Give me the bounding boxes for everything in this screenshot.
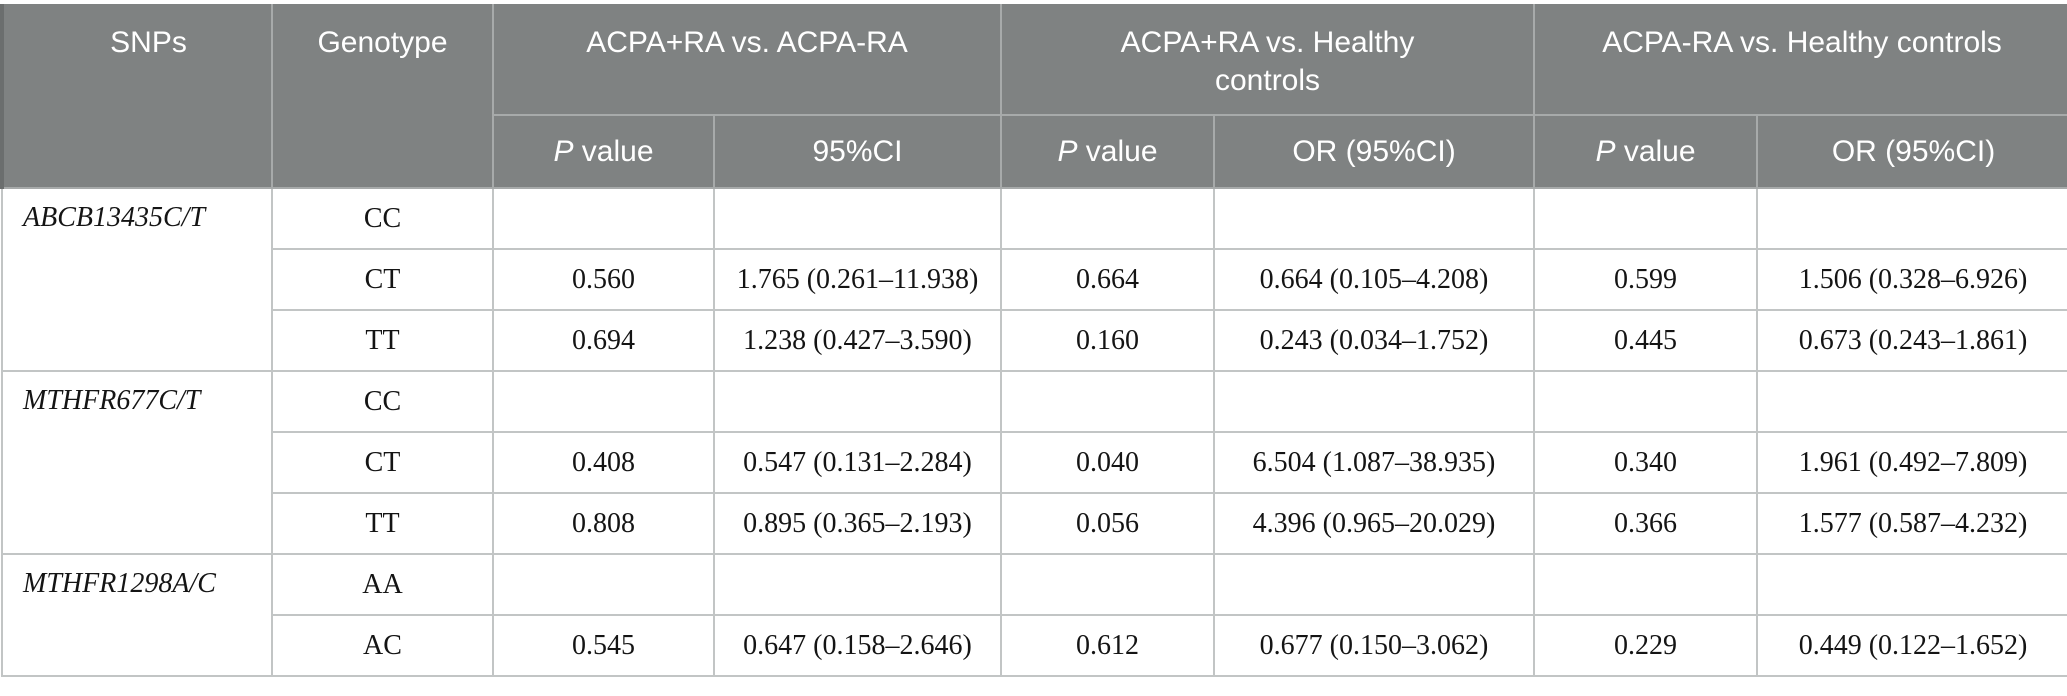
p-italic: P: [1595, 134, 1616, 168]
p-value-cell: 0.664: [1000, 248, 1215, 311]
subheader-p-value-3: P value: [1533, 114, 1759, 189]
p-value-cell: [1000, 553, 1215, 616]
table-body: ABCB13435C/T CC CT 0.560 1.765 (0.261–11…: [1, 187, 2067, 677]
table-row: CT 0.560 1.765 (0.261–11.938) 0.664 0.66…: [2, 248, 2067, 311]
ci-cell: 0.547 (0.131–2.284): [713, 431, 1002, 494]
genotype-cell: CT: [271, 431, 494, 494]
or-ci-cell: [1756, 553, 2067, 616]
table-row: TT 0.694 1.238 (0.427–3.590) 0.160 0.243…: [2, 309, 2067, 372]
p-value-cell: [1000, 187, 1215, 250]
p-value-cell: [492, 553, 715, 616]
snp-association-results-table: SNPs Genotype ACPA+RA vs. ACPA-RA ACPA+R…: [0, 4, 2067, 677]
genotype-cell: TT: [271, 492, 494, 555]
snp-cell: MTHFR1298A/C: [1, 553, 273, 677]
p-value-cell: 0.040: [1000, 431, 1215, 494]
p-value-cell: 0.545: [492, 614, 715, 677]
or-ci-cell: [1756, 370, 2067, 433]
or-ci-cell: 6.504 (1.087–38.935): [1212, 431, 1536, 494]
group-label-line1: ACPA+RA vs. Healthy: [1120, 26, 1415, 59]
snp-cell: MTHFR677C/T: [1, 370, 273, 555]
p-value-cell: [492, 187, 715, 250]
or-ci-cell: 1.506 (0.328–6.926): [1756, 248, 2067, 311]
table-row: ABCB13435C/T CC: [1, 187, 2067, 372]
ci-cell: 1.238 (0.427–3.590): [713, 309, 1002, 372]
col-header-snps: SNPs: [0, 4, 273, 189]
p-value-cell: [1000, 370, 1215, 433]
table-row: MTHFR677C/T CC: [1, 370, 2067, 555]
genotype-cell: AC: [271, 614, 494, 677]
p-value-cell: [1533, 370, 1759, 433]
or-ci-cell: 0.673 (0.243–1.861): [1756, 309, 2067, 372]
or-ci-cell: 0.664 (0.105–4.208): [1212, 248, 1536, 311]
p-value-cell: 0.160: [1000, 309, 1215, 372]
p-italic: P: [1057, 134, 1078, 168]
p-value-cell: [1533, 553, 1759, 616]
subheader-or-95ci-2: OR (95%CI): [1756, 114, 2067, 189]
group-header-row: SNPs Genotype ACPA+RA vs. ACPA-RA ACPA+R…: [0, 4, 2067, 189]
or-ci-cell: 0.677 (0.150–3.062): [1212, 614, 1536, 677]
genotype-cell: AA: [271, 553, 494, 616]
subheader-p-value-1: P value: [492, 114, 715, 189]
subheader-p-value-2: P value: [1000, 114, 1215, 189]
or-ci-cell: [1212, 370, 1536, 433]
p-value-cell: 0.408: [492, 431, 715, 494]
snp-cell: ABCB13435C/T: [1, 187, 273, 372]
genotype-cell: CC: [271, 187, 494, 250]
subheader-row: P value 95%CI P value OR (95%CI) P value…: [2, 114, 2067, 189]
ci-cell: [713, 370, 1002, 433]
p-value-cell: [1533, 187, 1759, 250]
p-value-cell: 0.340: [1533, 431, 1759, 494]
subheader-95ci: 95%CI: [713, 114, 1002, 189]
ci-cell: [713, 553, 1002, 616]
subheader-or-95ci-1: OR (95%CI): [1212, 114, 1536, 189]
p-value-cell: 0.599: [1533, 248, 1759, 311]
table-row: AC 0.545 0.647 (0.158–2.646) 0.612 0.677…: [2, 614, 2067, 677]
p-value-cell: 0.560: [492, 248, 715, 311]
or-ci-cell: 1.961 (0.492–7.809): [1756, 431, 2067, 494]
or-ci-cell: 0.449 (0.122–1.652): [1756, 614, 2067, 677]
or-ci-cell: [1756, 187, 2067, 250]
group-header-acpa-pos-vs-healthy: ACPA+RA vs. Healthy controls: [999, 4, 1536, 116]
p-value-cell: 0.366: [1533, 492, 1759, 555]
ci-cell: [713, 187, 1002, 250]
ci-cell: 0.647 (0.158–2.646): [713, 614, 1002, 677]
p-value-cell: 0.694: [492, 309, 715, 372]
group-label-line2: controls: [1214, 63, 1321, 97]
group-header-acpa-neg-vs-healthy: ACPA-RA vs. Healthy controls: [1533, 4, 2067, 116]
table-row: TT 0.808 0.895 (0.365–2.193) 0.056 4.396…: [2, 492, 2067, 555]
table-row: CT 0.408 0.547 (0.131–2.284) 0.040 6.504…: [2, 431, 2067, 494]
p-value-cell: 0.229: [1533, 614, 1759, 677]
p-value-cell: 0.445: [1533, 309, 1759, 372]
p-value-cell: [492, 370, 715, 433]
or-ci-cell: 0.243 (0.034–1.752): [1212, 309, 1536, 372]
genotype-cell: CT: [271, 248, 494, 311]
or-ci-cell: 4.396 (0.965–20.029): [1212, 492, 1536, 555]
ci-cell: 0.895 (0.365–2.193): [713, 492, 1002, 555]
group-header-acpa-pos-vs-acpa-neg: ACPA+RA vs. ACPA-RA: [492, 4, 1002, 116]
p-italic: P: [553, 134, 574, 168]
or-ci-cell: [1212, 553, 1536, 616]
p-value-cell: 0.612: [1000, 614, 1215, 677]
p-value-cell: 0.056: [1000, 492, 1215, 555]
genotype-cell: CC: [271, 370, 494, 433]
ci-cell: 1.765 (0.261–11.938): [713, 248, 1002, 311]
table-header: SNPs Genotype ACPA+RA vs. ACPA-RA ACPA+R…: [0, 4, 2067, 189]
p-value-cell: 0.808: [492, 492, 715, 555]
genotype-cell: TT: [271, 309, 494, 372]
group-label-line1: ACPA+RA vs. ACPA-RA: [586, 26, 908, 59]
or-ci-cell: [1212, 187, 1536, 250]
or-ci-cell: 1.577 (0.587–4.232): [1756, 492, 2067, 555]
table-row: MTHFR1298A/C AA: [1, 553, 2067, 677]
group-label-line1: ACPA-RA vs. Healthy controls: [1602, 26, 2002, 59]
col-header-genotype: Genotype: [271, 4, 494, 189]
